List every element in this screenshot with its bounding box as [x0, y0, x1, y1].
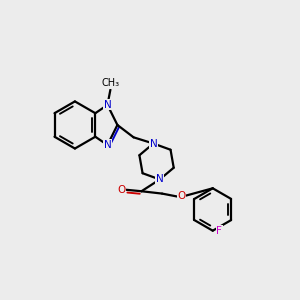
Text: CH₃: CH₃ — [101, 78, 119, 88]
Text: N: N — [149, 139, 157, 148]
Text: N: N — [103, 140, 111, 150]
Text: N: N — [156, 175, 164, 184]
Text: O: O — [118, 185, 126, 195]
Text: F: F — [216, 226, 222, 236]
Text: N: N — [103, 100, 111, 110]
Text: O: O — [178, 191, 186, 201]
